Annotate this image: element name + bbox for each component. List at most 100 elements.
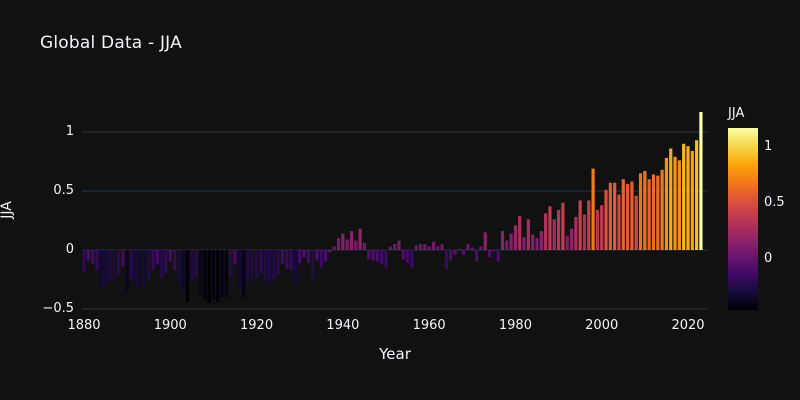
- bar-2015[interactable]: [664, 157, 669, 250]
- bar-1929[interactable]: [293, 250, 297, 285]
- bar-1961[interactable]: [431, 241, 436, 250]
- bar-1957[interactable]: [414, 245, 418, 250]
- bar-2013[interactable]: [656, 175, 660, 250]
- bar-1996[interactable]: [582, 214, 587, 250]
- bar-1934[interactable]: [315, 250, 319, 261]
- bar-1988[interactable]: [548, 206, 552, 250]
- bar-1932[interactable]: [306, 250, 310, 263]
- bar-1897[interactable]: [155, 250, 159, 265]
- bar-1976[interactable]: [496, 250, 500, 262]
- bar-2008[interactable]: [634, 195, 638, 250]
- bar-1986[interactable]: [539, 231, 543, 250]
- bar-1916[interactable]: [237, 250, 241, 288]
- bar-1883[interactable]: [95, 250, 99, 271]
- bar-series[interactable]: [82, 111, 703, 304]
- bar-1970[interactable]: [470, 247, 474, 250]
- bar-1894[interactable]: [142, 250, 146, 287]
- bar-1983[interactable]: [526, 219, 530, 250]
- bar-1910[interactable]: [211, 250, 216, 300]
- bar-1903[interactable]: [181, 250, 185, 291]
- bar-2001[interactable]: [604, 189, 608, 250]
- bar-2012[interactable]: [651, 174, 656, 250]
- bar-1889[interactable]: [121, 250, 125, 267]
- bar-1884[interactable]: [99, 250, 103, 288]
- bar-1925[interactable]: [276, 250, 280, 275]
- bar-1991[interactable]: [561, 202, 565, 250]
- bar-1977[interactable]: [500, 231, 505, 250]
- bar-1985[interactable]: [535, 238, 539, 250]
- bar-1973[interactable]: [483, 232, 487, 250]
- bar-1984[interactable]: [531, 234, 535, 250]
- bar-1905[interactable]: [190, 250, 194, 282]
- bar-1886[interactable]: [108, 250, 112, 282]
- bar-1937[interactable]: [328, 250, 332, 253]
- bar-1947[interactable]: [371, 250, 375, 261]
- bar-1892[interactable]: [134, 250, 138, 286]
- bar-1906[interactable]: [194, 250, 198, 278]
- bar-2014[interactable]: [660, 169, 664, 250]
- bar-1998[interactable]: [591, 168, 595, 250]
- bar-1992[interactable]: [565, 235, 569, 250]
- bar-1902[interactable]: [177, 250, 181, 284]
- bar-1990[interactable]: [556, 209, 561, 250]
- bar-1918[interactable]: [246, 250, 250, 282]
- bar-1901[interactable]: [173, 250, 177, 271]
- bar-1896[interactable]: [151, 250, 155, 271]
- bar-2002[interactable]: [608, 182, 612, 250]
- bar-1956[interactable]: [410, 250, 414, 268]
- bar-1928[interactable]: [289, 250, 293, 271]
- bar-1951[interactable]: [388, 246, 392, 250]
- bar-2018[interactable]: [677, 160, 681, 250]
- bar-2021[interactable]: [690, 150, 694, 250]
- bar-1926[interactable]: [280, 250, 285, 265]
- bar-1982[interactable]: [522, 237, 526, 250]
- bar-1933[interactable]: [311, 250, 315, 279]
- bar-1885[interactable]: [103, 250, 108, 286]
- bar-1963[interactable]: [440, 244, 444, 250]
- bar-1915[interactable]: [233, 250, 237, 265]
- bar-1881[interactable]: [86, 250, 90, 261]
- bar-1995[interactable]: [578, 200, 582, 250]
- bar-1913[interactable]: [224, 250, 228, 298]
- bar-1940[interactable]: [341, 233, 345, 250]
- bar-1935[interactable]: [319, 250, 323, 268]
- bar-1880[interactable]: [82, 250, 86, 272]
- bar-1900[interactable]: [168, 250, 172, 262]
- bar-1930[interactable]: [298, 250, 302, 263]
- bar-2005[interactable]: [621, 179, 625, 250]
- bar-1890[interactable]: [125, 250, 129, 293]
- bar-2023[interactable]: [699, 111, 703, 250]
- bar-2004[interactable]: [617, 194, 621, 250]
- bar-1971[interactable]: [475, 250, 479, 262]
- bar-1981[interactable]: [518, 215, 522, 250]
- bar-1975[interactable]: [492, 250, 496, 252]
- bar-1952[interactable]: [393, 244, 397, 250]
- bar-1994[interactable]: [574, 216, 578, 250]
- bar-1923[interactable]: [267, 250, 272, 281]
- bar-1999[interactable]: [595, 209, 599, 250]
- bar-1936[interactable]: [324, 250, 328, 262]
- bar-1887[interactable]: [112, 250, 116, 281]
- bar-1950[interactable]: [384, 250, 388, 268]
- bar-1919[interactable]: [250, 250, 254, 281]
- bar-1978[interactable]: [505, 240, 509, 250]
- bar-1944[interactable]: [358, 228, 362, 250]
- bar-1888[interactable]: [116, 250, 121, 275]
- bar-2009[interactable]: [638, 173, 643, 250]
- bar-1912[interactable]: [220, 250, 224, 298]
- bar-2022[interactable]: [695, 140, 699, 250]
- bar-1907[interactable]: [198, 250, 203, 295]
- bar-1966[interactable]: [453, 250, 457, 255]
- bar-1909[interactable]: [207, 250, 211, 304]
- bar-1967[interactable]: [457, 248, 461, 250]
- bar-1898[interactable]: [160, 250, 164, 279]
- bar-1968[interactable]: [462, 250, 466, 255]
- bar-1974[interactable]: [487, 250, 492, 258]
- bar-2017[interactable]: [673, 156, 677, 250]
- bar-1979[interactable]: [509, 233, 513, 250]
- bar-1946[interactable]: [367, 250, 371, 260]
- bar-1904[interactable]: [185, 250, 190, 302]
- bar-1917[interactable]: [242, 250, 246, 298]
- bar-1958[interactable]: [418, 244, 423, 250]
- bar-1942[interactable]: [349, 231, 354, 250]
